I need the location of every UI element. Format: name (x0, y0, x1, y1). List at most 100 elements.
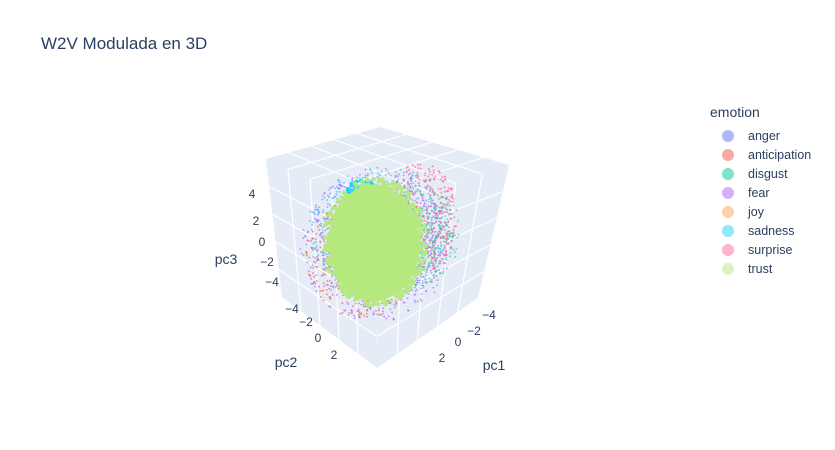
data-point (426, 248, 429, 250)
data-point (415, 189, 418, 192)
data-point (406, 297, 409, 300)
data-point (451, 187, 454, 190)
data-point (425, 290, 428, 292)
data-point (314, 261, 317, 264)
data-point (436, 194, 439, 197)
data-point (385, 167, 387, 170)
data-point (446, 211, 449, 214)
data-point (322, 274, 324, 277)
data-point (433, 231, 436, 234)
data-point (409, 186, 412, 189)
data-point (438, 217, 441, 220)
data-point (329, 298, 332, 300)
legend-swatch (722, 148, 734, 161)
data-point (315, 232, 318, 235)
data-point (439, 262, 442, 265)
data-point (427, 200, 430, 203)
legend-label: trust (748, 261, 773, 276)
data-point (420, 194, 423, 197)
data-point (314, 206, 317, 209)
data-point (318, 285, 321, 288)
data-point (453, 250, 456, 253)
data-point (371, 176, 377, 182)
data-point (432, 261, 435, 263)
data-point (447, 242, 450, 245)
data-point (435, 237, 438, 240)
data-point (441, 248, 444, 251)
data-point (360, 313, 362, 316)
data-point (411, 174, 414, 177)
data-point (443, 254, 446, 257)
data-point (320, 224, 322, 227)
data-point (334, 279, 336, 281)
data-point (395, 304, 397, 307)
data-point (444, 178, 447, 181)
data-point (455, 247, 458, 250)
data-point (414, 174, 417, 177)
data-point (439, 224, 442, 227)
x-tick-label: 2 (439, 351, 446, 365)
legend-title: emotion (710, 104, 760, 120)
data-point (330, 288, 332, 291)
trust-core (328, 185, 420, 301)
data-point (434, 217, 437, 220)
data-point (307, 270, 310, 273)
data-point (444, 197, 447, 200)
legend-item-joy[interactable]: joy (710, 202, 811, 221)
data-point (315, 245, 318, 247)
data-point (319, 290, 322, 292)
data-point (449, 251, 452, 254)
data-point (433, 191, 436, 194)
data-point (438, 232, 441, 235)
data-point (428, 228, 431, 231)
data-point (315, 204, 318, 207)
data-point (407, 180, 410, 183)
data-point (316, 266, 318, 269)
data-point (340, 195, 346, 200)
legend-item-anticipation[interactable]: anticipation (710, 145, 811, 164)
legend-item-fear[interactable]: fear (710, 183, 811, 202)
data-point (436, 265, 439, 268)
data-point (324, 229, 327, 232)
data-point (435, 213, 438, 216)
data-point (350, 188, 354, 192)
data-point (399, 186, 405, 192)
data-point (450, 239, 453, 242)
data-point (449, 200, 452, 203)
legend-label: disgust (748, 166, 788, 181)
data-point (382, 307, 385, 310)
data-point (325, 213, 330, 219)
data-point (423, 229, 429, 235)
legend-item-trust[interactable]: trust (710, 259, 811, 278)
legend-item-anger[interactable]: anger (710, 126, 811, 145)
data-point (323, 268, 326, 271)
legend-item-disgust[interactable]: disgust (710, 164, 811, 183)
data-point (438, 230, 441, 233)
data-point (422, 243, 428, 248)
legend-swatch (722, 205, 734, 218)
data-point (421, 275, 424, 278)
data-point (420, 292, 423, 295)
data-point (412, 171, 415, 174)
data-point (429, 240, 432, 243)
data-point (311, 282, 314, 285)
data-point (402, 174, 405, 177)
data-point (443, 244, 446, 247)
data-point (346, 175, 349, 178)
data-point (321, 198, 324, 201)
legend-item-surprise[interactable]: surprise (710, 240, 811, 259)
data-point (315, 259, 318, 262)
data-point (399, 168, 402, 171)
data-point (311, 211, 314, 214)
data-point (322, 272, 325, 275)
data-point (422, 222, 427, 228)
data-point (430, 200, 432, 203)
data-point (309, 210, 312, 213)
data-point (415, 283, 418, 286)
data-point (323, 285, 326, 287)
data-point (425, 281, 428, 284)
legend-item-sadness[interactable]: sadness (710, 221, 811, 240)
data-point (375, 309, 377, 312)
data-point (437, 220, 440, 223)
